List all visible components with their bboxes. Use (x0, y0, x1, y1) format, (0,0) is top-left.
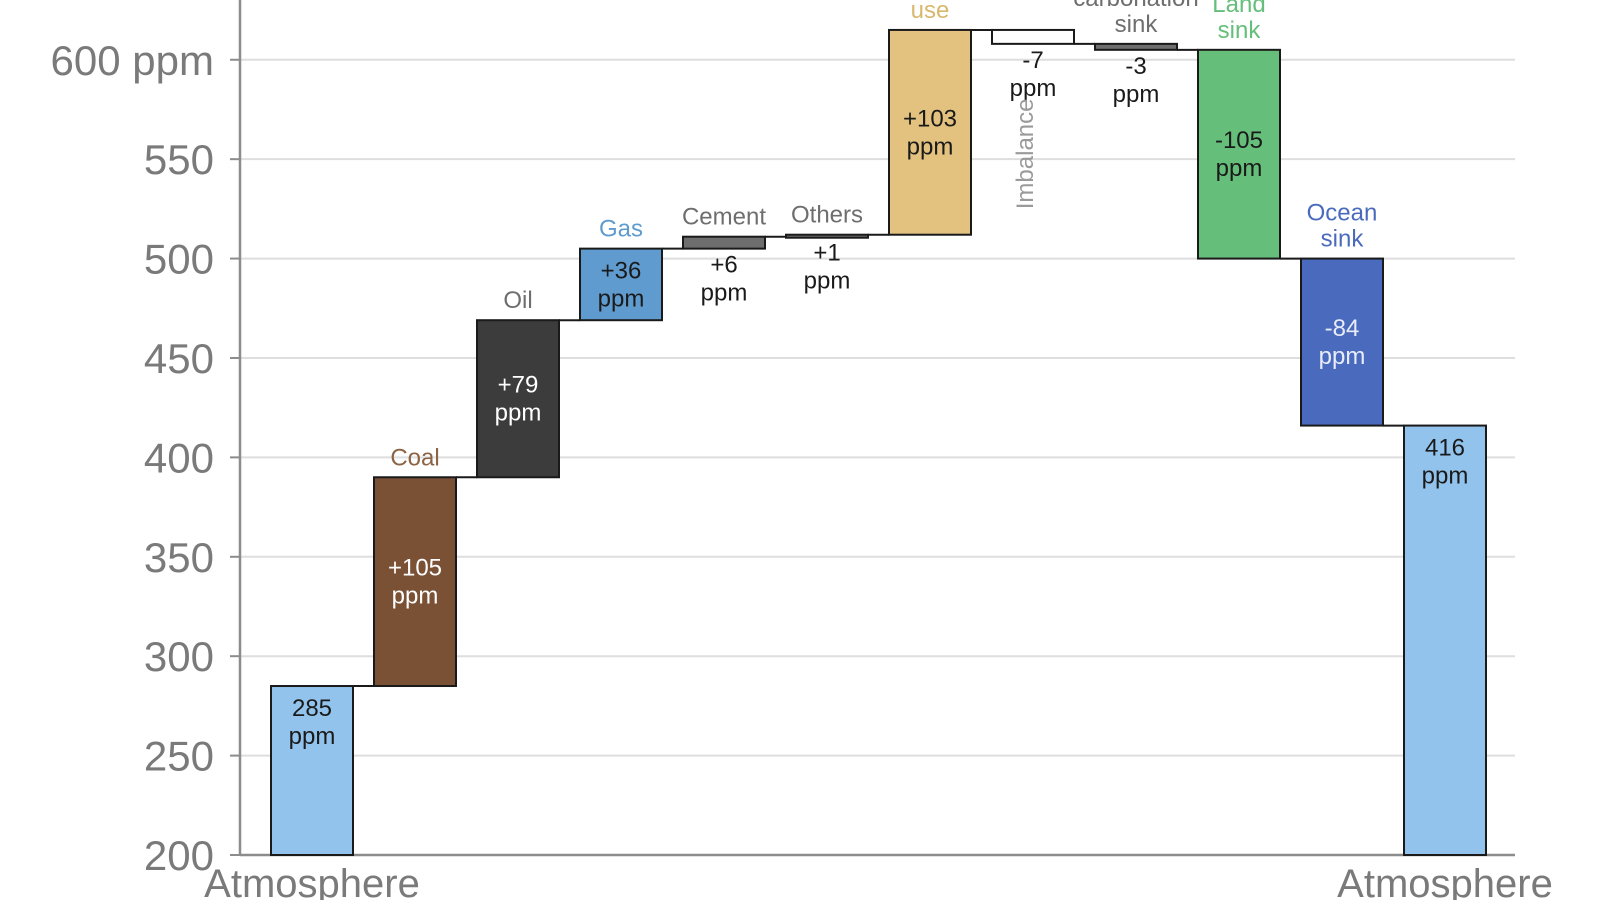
bar-gas (579, 247, 663, 322)
bar-oil (476, 319, 560, 479)
value-label-atmosphere-start: ppm (289, 723, 336, 750)
category-label-land-use: use (911, 0, 950, 24)
category-label-cement: Cement (682, 204, 766, 231)
category-label-others: Others (791, 202, 863, 229)
category-label-ocean-sink: Ocean (1307, 200, 1378, 227)
bar-cement-carbonation-sink (1094, 42, 1178, 51)
value-label-atmosphere-end: ppm (1422, 463, 1469, 490)
axis-layer: 200 250 300 350 400 450 500 550 600 ppm Atmospher… (51, 0, 1553, 900)
category-label-cement-carbonation-sink: carbonation (1073, 0, 1198, 12)
value-label-ocean-sink: ppm (1319, 343, 1366, 370)
category-label-cement-carbonation-sink: sink (1115, 11, 1159, 38)
value-label-imbalance: -7 (1022, 47, 1043, 74)
y-tick-label: 200 (144, 832, 214, 879)
value-label-others: ppm (804, 268, 851, 295)
bar-ocean-sink (1300, 257, 1384, 427)
value-label-ocean-sink: -84 (1325, 315, 1360, 342)
bar-cement (682, 235, 766, 250)
category-label-gas: Gas (599, 216, 643, 243)
value-label-cement: ppm (701, 280, 748, 307)
value-label-cement: +6 (710, 252, 737, 279)
bar-others (785, 233, 869, 239)
value-label-land-sink: ppm (1216, 155, 1263, 182)
value-label-imbalance: ppm (1010, 75, 1057, 102)
bar-land-sink (1197, 48, 1281, 260)
bar-atmosphere-end (1403, 424, 1487, 856)
value-label-coal: +105 (388, 555, 442, 582)
category-label-oil: Oil (503, 287, 532, 314)
bar-coal (373, 476, 457, 688)
category-label-ocean-sink: sink (1321, 226, 1365, 253)
y-tick-label: 400 (144, 434, 214, 481)
value-label-oil: +79 (498, 372, 539, 399)
category-label-imbalance: Imbalance (1012, 98, 1039, 209)
bar-imbalance (991, 28, 1075, 45)
category-label-coal: Coal (390, 444, 439, 471)
y-tick-label: 450 (144, 335, 214, 382)
y-tick-label: 550 (144, 136, 214, 183)
y-tick-label: 250 (144, 733, 214, 780)
value-label-land-sink: -105 (1215, 127, 1263, 154)
y-tick-label: 300 (144, 633, 214, 680)
value-label-oil: ppm (495, 400, 542, 427)
connectors-layer (353, 28, 1404, 688)
value-label-cement-carbonation-sink: -3 (1125, 53, 1146, 80)
value-label-others: +1 (813, 240, 840, 267)
bar-atmosphere-start (270, 685, 354, 856)
category-label-land-sink: sink (1218, 17, 1262, 44)
x-axis-label: Atmosphere (204, 862, 420, 900)
x-axis-label: Atmosphere (1337, 862, 1553, 900)
value-label-gas: ppm (598, 285, 645, 312)
y-tick-label: 600 ppm (51, 37, 214, 84)
value-label-atmosphere-start: 285 (292, 695, 332, 722)
y-tick-label: 500 (144, 236, 214, 283)
value-label-land-use: +103 (903, 105, 957, 132)
value-label-gas: +36 (601, 257, 642, 284)
bars-layer (270, 28, 1487, 856)
value-label-cement-carbonation-sink: ppm (1113, 81, 1160, 108)
category-label-land-sink: Land (1212, 0, 1265, 18)
y-tick-label: 350 (144, 534, 214, 581)
value-label-land-use: ppm (907, 133, 954, 160)
bar-land-use (888, 28, 972, 236)
labels-layer: 285ppmCoal+105ppmOil+79ppmGas+36ppmCemen… (289, 0, 1469, 750)
value-label-atmosphere-end: 416 (1425, 435, 1465, 462)
value-label-coal: ppm (392, 583, 439, 610)
